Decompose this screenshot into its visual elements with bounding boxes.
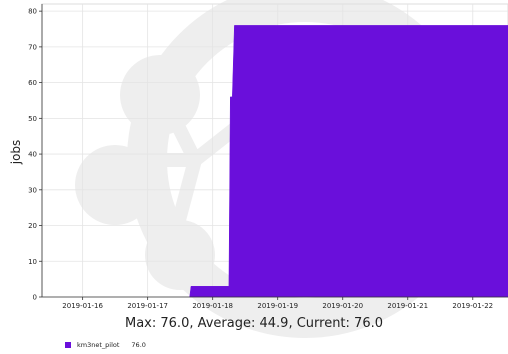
- legend-label: km3net_pilot: [77, 341, 120, 349]
- x-tick-label: 2019-01-20: [322, 302, 363, 310]
- y-tick-label: 40: [28, 151, 37, 159]
- legend-swatch: [65, 342, 71, 348]
- y-tick-label: 0: [33, 294, 37, 302]
- x-tick-label: 2019-01-18: [192, 302, 233, 310]
- legend: km3net_pilot 76.0: [65, 340, 146, 350]
- y-tick-label: 20: [28, 222, 37, 230]
- y-tick-label: 80: [28, 8, 37, 16]
- x-tick-label: 2019-01-17: [127, 302, 168, 310]
- x-tick-label: 2019-01-22: [452, 302, 493, 310]
- y-tick-label: 70: [28, 43, 37, 51]
- x-tick-label: 2019-01-21: [387, 302, 428, 310]
- y-tick-label: 50: [28, 115, 37, 123]
- y-tick-label: 10: [28, 258, 37, 266]
- y-tick-label: 60: [28, 79, 37, 87]
- y-axis-label: jobs: [9, 140, 23, 166]
- legend-value: 76.0: [131, 341, 146, 349]
- summary-stats: Max: 76.0, Average: 44.9, Current: 76.0: [125, 316, 383, 331]
- x-tick-label: 2019-01-19: [257, 302, 298, 310]
- x-tick-label: 2019-01-16: [62, 302, 103, 310]
- y-tick-label: 30: [28, 186, 37, 194]
- series-area-km3net_pilot: [189, 25, 508, 298]
